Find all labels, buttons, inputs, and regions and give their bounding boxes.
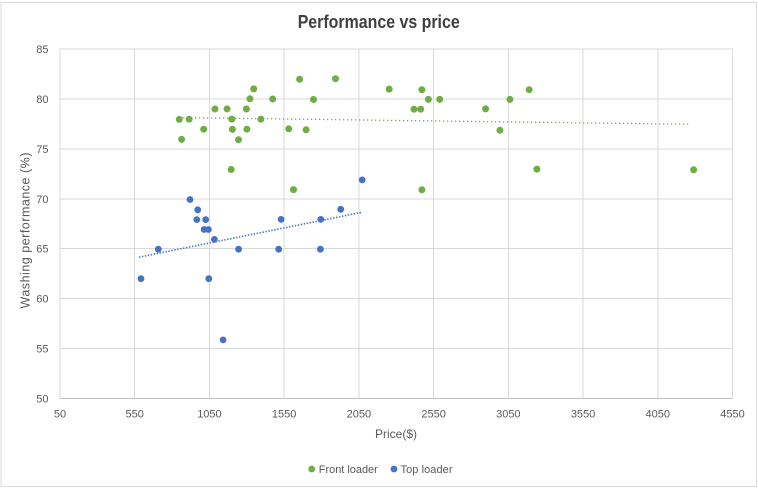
svg-text:60: 60: [36, 294, 48, 306]
svg-text:75: 75: [36, 144, 48, 156]
svg-text:85: 85: [36, 44, 48, 56]
svg-text:3050: 3050: [496, 409, 520, 421]
svg-text:70: 70: [36, 194, 48, 206]
svg-text:80: 80: [36, 94, 48, 106]
svg-text:Washing performance (%): Washing performance (%): [19, 153, 33, 309]
svg-text:4550: 4550: [720, 409, 744, 421]
svg-text:Performance vs price: Performance vs price: [298, 11, 460, 32]
svg-text:Front loader: Front loader: [319, 464, 378, 476]
svg-text:50: 50: [36, 394, 48, 406]
svg-text:55: 55: [36, 344, 48, 356]
svg-text:1050: 1050: [197, 409, 221, 421]
svg-text:3550: 3550: [571, 409, 595, 421]
svg-text:Price($): Price($): [375, 427, 417, 441]
svg-text:2550: 2550: [421, 409, 445, 421]
svg-text:550: 550: [126, 409, 144, 421]
svg-text:1550: 1550: [272, 409, 296, 421]
svg-text:65: 65: [36, 244, 48, 256]
svg-text:2050: 2050: [347, 409, 371, 421]
svg-text:4050: 4050: [646, 409, 670, 421]
svg-text:50: 50: [54, 409, 66, 421]
svg-text:Top loader: Top loader: [401, 464, 453, 476]
